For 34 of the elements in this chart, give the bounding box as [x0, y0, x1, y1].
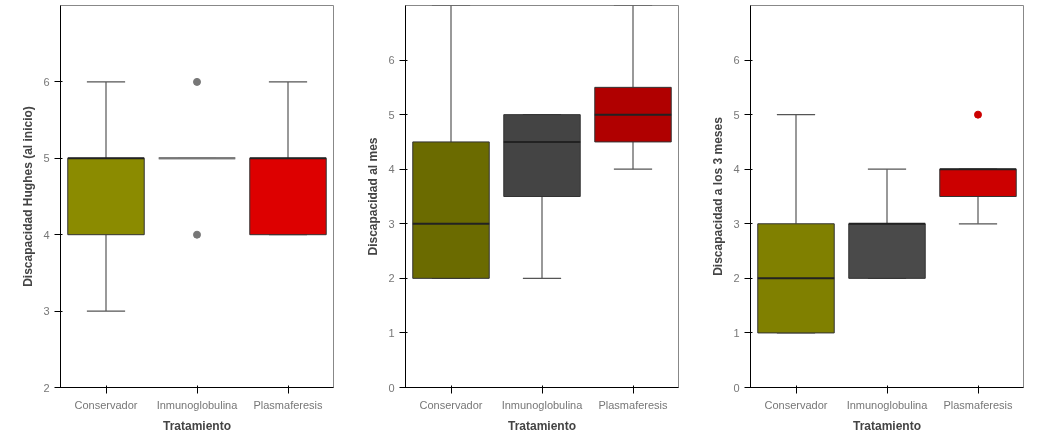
x-tick-label: Conservador	[419, 398, 483, 411]
y-tick-label: 6	[43, 75, 50, 88]
y-tick-label: 5	[388, 108, 395, 121]
y-tick-label: 4	[43, 228, 50, 241]
x-tick-label: Plasmaferesis	[253, 398, 324, 411]
y-tick-label: 3	[43, 305, 50, 318]
y-tick-label: 2	[43, 381, 50, 394]
y-tick-label: 3	[388, 217, 395, 230]
y-tick-label: 5	[733, 108, 740, 121]
x-tick-label: Plasmaferesis	[598, 398, 669, 411]
y-tick-label: 4	[733, 163, 740, 176]
y-tick-label: 2	[388, 272, 395, 285]
y-tick-label: 4	[388, 163, 395, 176]
y-axis-title: Discapacidad Hughes (al inicio)	[21, 106, 36, 287]
y-tick-label: 6	[388, 54, 395, 67]
y-tick-label: 6	[733, 54, 740, 67]
x-tick-label: Conservador	[764, 398, 828, 411]
y-tick-label: 2	[733, 272, 740, 285]
x-tick-label: Plasmaferesis	[943, 398, 1014, 411]
y-tick-label: 1	[388, 326, 395, 339]
y-tick-label: 0	[733, 381, 740, 394]
y-tick-label: 1	[733, 326, 740, 339]
x-tick-label: Inmunoglobulina	[156, 398, 239, 411]
y-axis-title: Discapacidad a los 3 meses	[711, 116, 726, 276]
y-tick-label: 5	[43, 152, 50, 165]
y-tick-label: 0	[388, 381, 395, 394]
x-axis-title: Tratamiento	[507, 418, 577, 433]
x-tick-label: Inmunoglobulina	[501, 398, 584, 411]
x-tick-label: Conservador	[74, 398, 138, 411]
x-tick-label: Inmunoglobulina	[846, 398, 929, 411]
x-axis-title: Tratamiento	[852, 418, 922, 433]
x-axis-title: Tratamiento	[162, 418, 232, 433]
y-tick-label: 3	[733, 217, 740, 230]
y-axis-title: Discapacidad al mes	[366, 137, 381, 256]
